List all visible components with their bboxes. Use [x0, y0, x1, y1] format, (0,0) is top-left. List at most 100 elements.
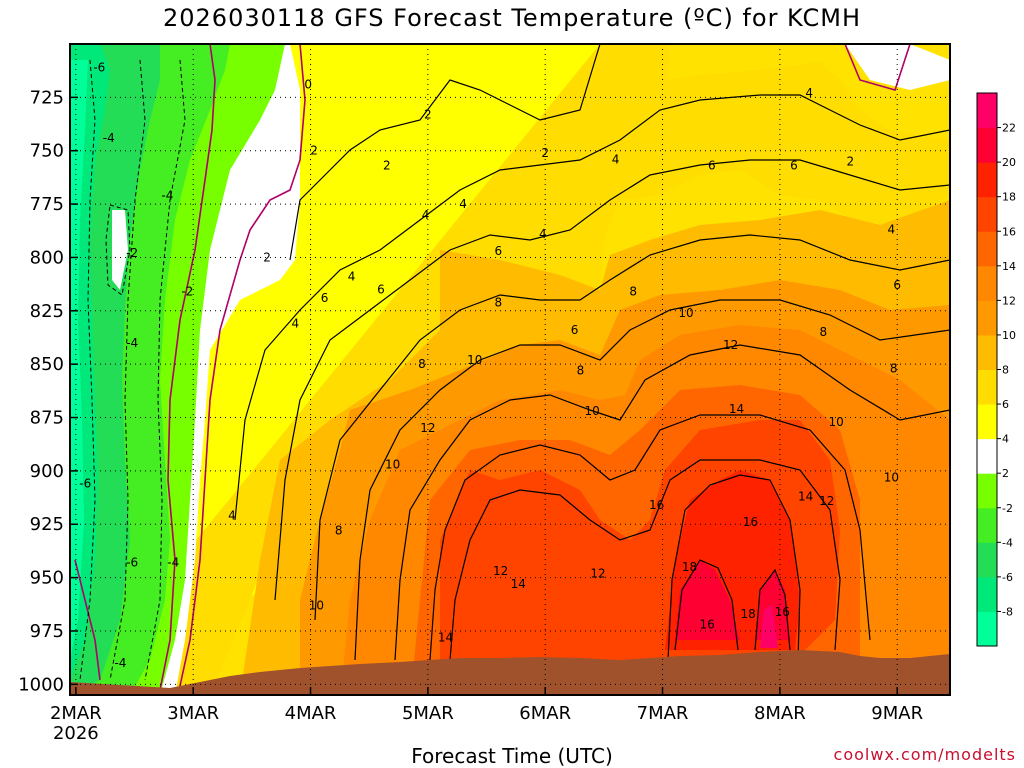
- cold-pocket-white: [112, 210, 128, 290]
- contour-line: [234, 94, 950, 521]
- contour-label: 16: [649, 498, 664, 512]
- contour-label: 16: [699, 618, 714, 632]
- contour-label: 6: [494, 244, 502, 258]
- contour-label: 12: [493, 564, 508, 578]
- contour-label: 8: [577, 364, 585, 378]
- colorbar-tick-label: 18: [1002, 191, 1016, 204]
- colorbar-swatch: [977, 265, 997, 301]
- temp-band-18-20: [675, 560, 740, 640]
- contour-label: 2: [263, 250, 271, 264]
- y-tick-label: 975: [30, 621, 64, 642]
- contour-label: 10: [309, 598, 324, 612]
- contour-label: 10: [678, 306, 693, 320]
- dashed-contour: [144, 59, 186, 681]
- contour-label: -2: [181, 285, 193, 299]
- colorbar-tick-label: 12: [1002, 294, 1016, 307]
- contour-label: -6: [93, 60, 105, 74]
- y-tick-label: 875: [30, 408, 64, 429]
- contour-label: 6: [790, 159, 798, 173]
- y-tick-label: 825: [30, 301, 64, 322]
- contour-label: -6: [126, 556, 138, 570]
- x-tick-label: 5MAR: [402, 703, 454, 724]
- colorbar-swatch: [977, 127, 997, 163]
- contour-line: [449, 459, 841, 661]
- contour-label: 10: [467, 353, 482, 367]
- y-tick-label: 750: [30, 141, 64, 162]
- contour-label: 10: [884, 470, 899, 484]
- contour-label: 16: [775, 605, 790, 619]
- y-tick-label: 850: [30, 354, 64, 375]
- y-tick-label: 925: [30, 514, 64, 535]
- colorbar-swatch: [977, 369, 997, 405]
- contour-labels-group: -6-4-4-2-2-4-6-6-4-422022224444444446666…: [79, 60, 901, 670]
- colorbar-tick-label: 10: [1002, 329, 1016, 342]
- contour-label: 2: [541, 146, 549, 160]
- colorbar-tick-label: 22: [1002, 122, 1016, 135]
- contour-label: 4: [422, 208, 430, 222]
- chart-title: 2026030118 GFS Forecast Temperature (ºC)…: [163, 4, 861, 32]
- colorbar-tick-label: -4: [1002, 536, 1013, 549]
- contour-line: [314, 234, 950, 621]
- terrain-surface: [70, 650, 950, 695]
- colorbar-swatch: [977, 576, 997, 612]
- contour-line: [394, 344, 950, 661]
- contour-line: [429, 414, 871, 661]
- colorbar-swatch: [977, 334, 997, 370]
- y-tick-label: 1000: [18, 674, 64, 695]
- contour-label: 4: [459, 197, 467, 211]
- temperature-fill-layers: [70, 44, 950, 695]
- temp-band-m10-m8: [70, 60, 88, 660]
- contour-label: 8: [335, 524, 343, 538]
- y-tick-label: 900: [30, 461, 64, 482]
- contour-label: 6: [321, 291, 329, 305]
- temp-band-20-22: [760, 605, 778, 648]
- colorbar-tick-label: 16: [1002, 225, 1016, 238]
- colorbar-tick-label: 20: [1002, 156, 1016, 169]
- freezing-line: [74, 559, 101, 681]
- plot-frame: [69, 43, 951, 696]
- colorbar-tick-label: 8: [1002, 364, 1009, 377]
- colorbar-swatch: [977, 473, 997, 509]
- contour-label: -4: [126, 336, 138, 350]
- contour-line: [674, 559, 739, 651]
- colorbar-swatch: [977, 231, 997, 267]
- x-tick-label: 4MAR: [285, 703, 337, 724]
- colorbar-tick-label: 6: [1002, 398, 1009, 411]
- contour-label: 2: [846, 154, 854, 168]
- contour-label: 8: [890, 361, 898, 375]
- colorbar-tick-label: -8: [1002, 605, 1013, 618]
- contour-label: -4: [161, 189, 173, 203]
- contour-label: 0: [304, 78, 312, 92]
- contour-label: 6: [708, 159, 716, 173]
- contour-label: 2: [310, 144, 318, 158]
- colorbar-swatch: [977, 542, 997, 578]
- contour-label: 18: [682, 560, 697, 574]
- colorbar-tick-label: -2: [1002, 502, 1013, 515]
- contour-label: 4: [612, 152, 620, 166]
- contour-label: 6: [893, 278, 901, 292]
- y-tick-label: 800: [30, 247, 64, 268]
- colorbar-swatch: [977, 438, 997, 474]
- contour-line: [354, 299, 950, 661]
- contour-label: 18: [741, 607, 756, 621]
- y-axis: 725 750 775 800 825 850 875 900 925 950 975 1000: [18, 87, 950, 695]
- colorbar-swatch: [977, 162, 997, 198]
- contour-label: 14: [438, 630, 453, 644]
- contour-label: 4: [888, 223, 896, 237]
- contour-lines: [234, 44, 950, 661]
- freezing-line: [159, 44, 216, 691]
- contour-label: -4: [114, 656, 126, 670]
- contour-label: 4: [291, 317, 299, 331]
- contour-label: 14: [798, 489, 813, 503]
- x-tick-sublabel: 2026: [53, 723, 99, 744]
- colorbar-tick-label: 2: [1002, 467, 1009, 480]
- freezing-line: [177, 44, 306, 695]
- contour-label: 10: [385, 457, 400, 471]
- contour-label: 12: [723, 338, 738, 352]
- contour-label: 6: [571, 323, 579, 337]
- colorbar-tick-label: 14: [1002, 260, 1016, 273]
- plot-area: -6-4-4-2-2-4-6-6-4-422022224444444446666…: [70, 44, 950, 695]
- colorbar-swatch: [977, 300, 997, 336]
